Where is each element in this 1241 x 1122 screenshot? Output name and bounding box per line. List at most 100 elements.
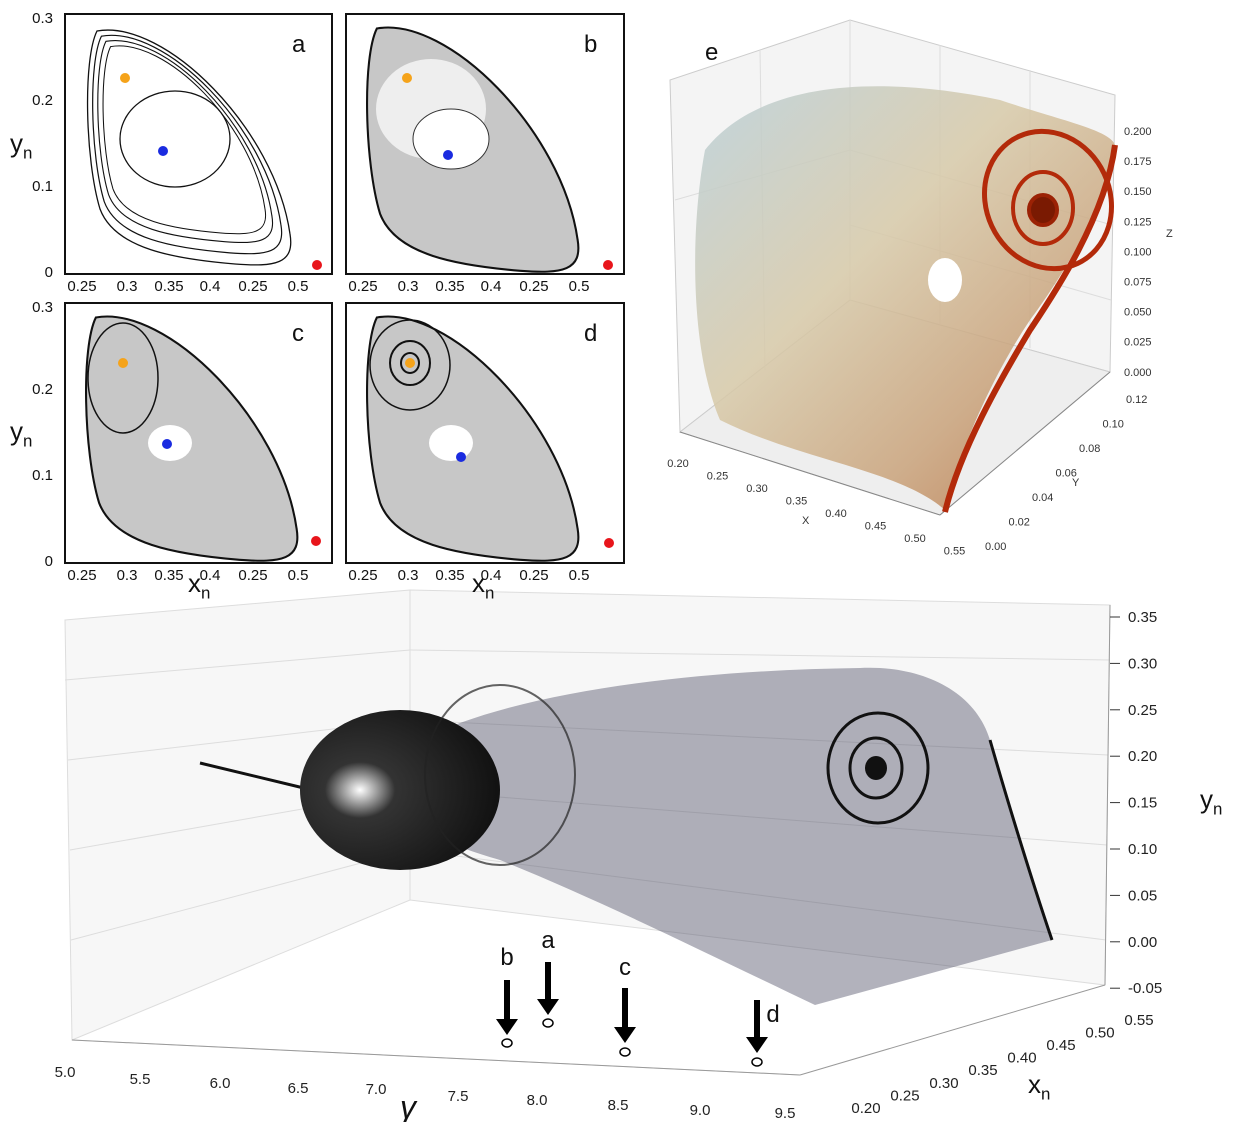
x-tick-label: 0.25	[348, 567, 377, 584]
panel-c: c	[64, 302, 333, 564]
panel-d: d	[345, 302, 625, 564]
x-tick-label: 0.45	[865, 521, 886, 533]
x-tick-label: 0.3	[398, 278, 419, 295]
yn-axis-label-sub: n	[1213, 800, 1222, 819]
gamma-tick-label: 6.0	[210, 1075, 231, 1092]
x-tick-label: 0.25	[67, 567, 96, 584]
fixed-point	[118, 358, 128, 368]
x-tick-label: 0.25	[519, 278, 548, 295]
y-axis-label: yn	[10, 128, 32, 163]
y-axis-label-sub: n	[23, 432, 32, 451]
xn-tick-label: 0.45	[1046, 1037, 1075, 1054]
marker-label: d	[766, 1001, 779, 1028]
xn-tick-label: 0.25	[890, 1087, 919, 1104]
fixed-point	[405, 358, 415, 368]
yn-tick-label: 0.30	[1128, 655, 1157, 672]
marker-label: b	[500, 944, 513, 971]
x-tick-label: 0.40	[825, 508, 846, 520]
y-axis-label: Y	[1072, 477, 1080, 489]
x-tick-label: 0.50	[904, 533, 925, 545]
x-tick-label: 0.3	[117, 567, 138, 584]
x-axis-label-main: x	[188, 568, 201, 598]
x-tick-label: 0.35	[154, 567, 183, 584]
yn-tick-label: 0.15	[1128, 795, 1157, 812]
y-tick-label: 0.06	[1056, 468, 1077, 480]
x-tick-label: 0.25	[238, 278, 267, 295]
fixed-point	[443, 150, 453, 160]
xn-axis-label-sub: n	[1041, 1085, 1050, 1104]
y-axis-label: yn	[10, 416, 32, 451]
x-tick-label: 0.3	[117, 278, 138, 295]
y-tick-label: 0.04	[1032, 492, 1053, 504]
marker-circle	[751, 1057, 763, 1067]
gamma-tick-label: 9.5	[775, 1105, 796, 1122]
z-tick-label: 0.175	[1124, 156, 1152, 168]
x-tick-label: 0.25	[67, 278, 96, 295]
spiral	[400, 352, 420, 374]
x-tick-label: 0.25	[348, 278, 377, 295]
yn-tick-label: -0.05	[1128, 980, 1162, 997]
z-tick-label: 0.075	[1124, 277, 1152, 289]
yn-axis-label-main: y	[1200, 784, 1213, 814]
x-tick-label: 0.3	[398, 567, 419, 584]
yn-tick-label: 0.05	[1128, 887, 1157, 904]
panel-e-attractor	[695, 86, 1118, 513]
panel-letter: e	[705, 39, 718, 66]
marker-label: c	[619, 954, 631, 981]
marker-arrowhead	[614, 1027, 636, 1043]
gamma-tick-label: 5.5	[130, 1071, 151, 1088]
xn-tick-label: 0.55	[1124, 1012, 1153, 1029]
x-tick-label: 0.35	[435, 278, 464, 295]
y-tick-label: 0.2	[32, 92, 53, 109]
yn-tick-label: 0.25	[1128, 702, 1157, 719]
x-tick-label: 0.4	[481, 278, 502, 295]
y-tick-label: 0.02	[1009, 517, 1030, 529]
x-tick-label: 0.5	[569, 567, 590, 584]
panel-letter: a	[292, 31, 306, 58]
x-axis-label-main: x	[472, 568, 485, 598]
yn-tick-label: 0.20	[1128, 748, 1157, 765]
gamma-tick-label: 7.0	[366, 1081, 387, 1098]
z-tick-label: 0.150	[1124, 186, 1152, 198]
y-tick-label: 0.12	[1126, 394, 1147, 406]
panel-letter: b	[584, 31, 597, 58]
gamma-tick-label: 8.5	[608, 1097, 629, 1114]
z-tick-label: 0.000	[1124, 367, 1152, 379]
x-tick-label: 0.25	[707, 471, 728, 483]
yn-tick-label: 0.00	[1128, 934, 1157, 951]
z-tick-label: 0.050	[1124, 307, 1152, 319]
x-tick-label: 0.5	[288, 567, 309, 584]
x-tick-label: 0.35	[786, 496, 807, 508]
hole	[412, 108, 490, 170]
xn-axis-label: xn	[1028, 1069, 1050, 1104]
orbit	[92, 34, 283, 255]
y-tick-label: 0	[45, 264, 53, 281]
x-axis-label: xn	[472, 568, 494, 603]
x-tick-label: 0.5	[288, 278, 309, 295]
panel-a: a	[64, 13, 333, 275]
gamma-tick-label: 8.0	[527, 1092, 548, 1109]
xn-axis-label-main: x	[1028, 1069, 1041, 1099]
z-axis-label: Z	[1166, 228, 1173, 240]
y-tick-label: 0.10	[1103, 419, 1124, 431]
gamma-tick-label: 5.0	[55, 1064, 76, 1081]
x-tick-label: 0.5	[569, 278, 590, 295]
fixed-point	[120, 73, 130, 83]
attractor	[366, 315, 580, 562]
orbit	[86, 29, 292, 266]
x-tick-label: 0.25	[238, 567, 267, 584]
y-tick-label: 0.08	[1079, 443, 1100, 455]
fixed-point	[456, 452, 466, 462]
fixed-point	[311, 536, 321, 546]
marker-circle	[619, 1047, 631, 1057]
gamma-tick-label: 6.5	[288, 1080, 309, 1097]
y-tick-label: 0.1	[32, 178, 53, 195]
yn-tick-label: 0.10	[1128, 841, 1157, 858]
z-tick-label: 0.125	[1124, 216, 1152, 228]
bifurcation-attractor	[199, 667, 1054, 1005]
xn-tick-label: 0.40	[1007, 1050, 1036, 1067]
orbit	[102, 45, 267, 235]
xn-tick-label: 0.30	[929, 1075, 958, 1092]
y-axis-label-main: y	[10, 128, 23, 158]
